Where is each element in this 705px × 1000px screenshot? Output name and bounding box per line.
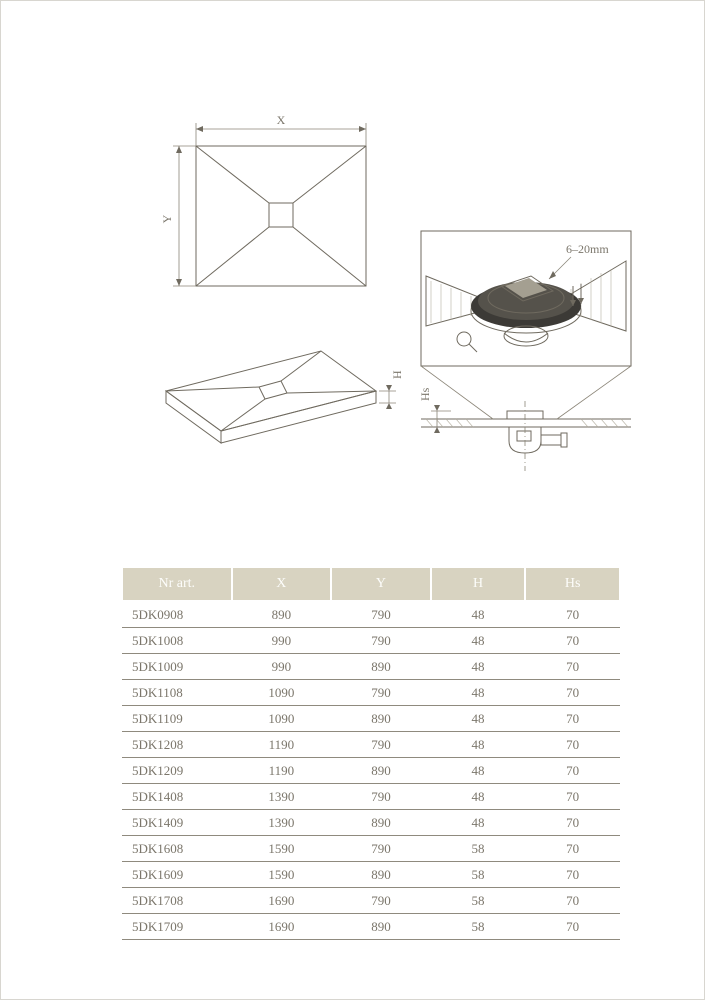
table-row: 5DK160815907905870 xyxy=(122,836,620,862)
table-row: 5DK120911908904870 xyxy=(122,758,620,784)
label-range: 6–20mm xyxy=(566,242,609,256)
table-cell: 1190 xyxy=(232,758,332,784)
table-cell: 790 xyxy=(331,601,431,628)
table-cell: 990 xyxy=(232,628,332,654)
table-cell: 790 xyxy=(331,680,431,706)
table-cell: 790 xyxy=(331,732,431,758)
table-cell: 70 xyxy=(525,784,620,810)
table-cell: 70 xyxy=(525,601,620,628)
table-cell: 1590 xyxy=(232,836,332,862)
table-cell: 70 xyxy=(525,810,620,836)
plan-view: X Y xyxy=(160,113,366,286)
table-cell: 890 xyxy=(331,914,431,940)
table-row: 5DK170816907905870 xyxy=(122,888,620,914)
table-cell: 5DK1109 xyxy=(122,706,232,732)
section-view: Hs xyxy=(418,366,631,471)
table-cell: 1090 xyxy=(232,706,332,732)
label-h: H xyxy=(390,370,404,379)
table-cell: 5DK1008 xyxy=(122,628,232,654)
table-cell: 1590 xyxy=(232,862,332,888)
label-hs: Hs xyxy=(418,387,432,401)
table-cell: 790 xyxy=(331,888,431,914)
th-h: H xyxy=(431,567,526,601)
table-cell: 58 xyxy=(431,914,526,940)
label-y: Y xyxy=(160,214,174,223)
table-row: 5DK140813907904870 xyxy=(122,784,620,810)
table-cell: 70 xyxy=(525,654,620,680)
table-cell: 1690 xyxy=(232,914,332,940)
table-cell: 1690 xyxy=(232,888,332,914)
table-row: 5DK10089907904870 xyxy=(122,628,620,654)
table-cell: 990 xyxy=(232,654,332,680)
table-cell: 48 xyxy=(431,810,526,836)
table-cell: 5DK1708 xyxy=(122,888,232,914)
diagram-svg: X Y H xyxy=(121,101,641,491)
table-cell: 70 xyxy=(525,628,620,654)
table-cell: 48 xyxy=(431,706,526,732)
table-cell: 48 xyxy=(431,601,526,628)
table-row: 5DK09088907904870 xyxy=(122,601,620,628)
table-cell: 70 xyxy=(525,888,620,914)
technical-diagrams: X Y H xyxy=(121,101,641,491)
table-row: 5DK110910908904870 xyxy=(122,706,620,732)
table-cell: 48 xyxy=(431,628,526,654)
table-cell: 890 xyxy=(331,862,431,888)
table-row: 5DK160915908905870 xyxy=(122,862,620,888)
table-cell: 890 xyxy=(232,601,332,628)
table-cell: 1090 xyxy=(232,680,332,706)
table-cell: 70 xyxy=(525,758,620,784)
table-cell: 5DK0908 xyxy=(122,601,232,628)
table-cell: 48 xyxy=(431,732,526,758)
table-row: 5DK10099908904870 xyxy=(122,654,620,680)
th-art: Nr art. xyxy=(122,567,232,601)
table-row: 5DK140913908904870 xyxy=(122,810,620,836)
table-cell: 790 xyxy=(331,784,431,810)
table-cell: 48 xyxy=(431,680,526,706)
table-cell: 1390 xyxy=(232,810,332,836)
table-cell: 70 xyxy=(525,680,620,706)
table-cell: 1190 xyxy=(232,732,332,758)
table-cell: 58 xyxy=(431,862,526,888)
table-cell: 790 xyxy=(331,836,431,862)
table-cell: 5DK1209 xyxy=(122,758,232,784)
table-row: 5DK170916908905870 xyxy=(122,914,620,940)
table-body: 5DK090889079048705DK100899079048705DK100… xyxy=(122,601,620,940)
table-cell: 58 xyxy=(431,888,526,914)
table-cell: 48 xyxy=(431,784,526,810)
table-cell: 58 xyxy=(431,836,526,862)
table-cell: 890 xyxy=(331,810,431,836)
spec-table: Nr art. X Y H Hs 5DK090889079048705DK100… xyxy=(121,566,621,940)
table-row: 5DK120811907904870 xyxy=(122,732,620,758)
spec-table-container: Nr art. X Y H Hs 5DK090889079048705DK100… xyxy=(121,566,621,940)
iso-view: H xyxy=(166,351,404,443)
table-header: Nr art. X Y H Hs xyxy=(122,567,620,601)
table-cell: 5DK1409 xyxy=(122,810,232,836)
table-cell: 48 xyxy=(431,758,526,784)
table-cell: 70 xyxy=(525,914,620,940)
th-y: Y xyxy=(331,567,431,601)
table-cell: 1390 xyxy=(232,784,332,810)
table-cell: 890 xyxy=(331,758,431,784)
table-cell: 5DK1609 xyxy=(122,862,232,888)
table-cell: 70 xyxy=(525,732,620,758)
table-cell: 48 xyxy=(431,654,526,680)
table-cell: 890 xyxy=(331,654,431,680)
table-cell: 70 xyxy=(525,862,620,888)
table-cell: 70 xyxy=(525,706,620,732)
table-cell: 5DK1009 xyxy=(122,654,232,680)
table-row: 5DK110810907904870 xyxy=(122,680,620,706)
table-cell: 5DK1208 xyxy=(122,732,232,758)
table-cell: 890 xyxy=(331,706,431,732)
th-hs: Hs xyxy=(525,567,620,601)
table-cell: 5DK1408 xyxy=(122,784,232,810)
table-cell: 5DK1608 xyxy=(122,836,232,862)
table-cell: 70 xyxy=(525,836,620,862)
th-x: X xyxy=(232,567,332,601)
table-cell: 790 xyxy=(331,628,431,654)
drain-detail: 6–20mm xyxy=(421,231,631,366)
label-x: X xyxy=(277,113,286,127)
table-cell: 5DK1709 xyxy=(122,914,232,940)
table-cell: 5DK1108 xyxy=(122,680,232,706)
